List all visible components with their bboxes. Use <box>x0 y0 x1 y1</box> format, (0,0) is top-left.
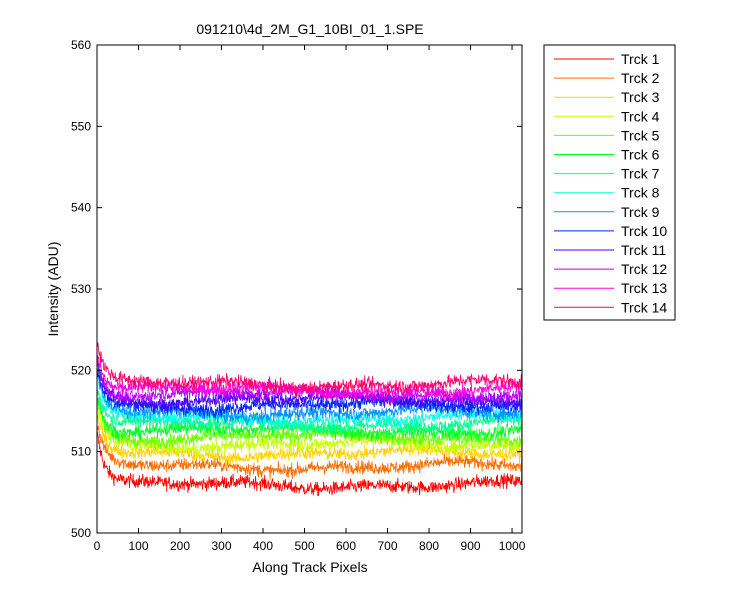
legend-label-trck-14: Trck 14 <box>621 299 667 315</box>
legend-label-trck-9: Trck 9 <box>621 204 660 220</box>
series-line-trck-4 <box>97 407 523 459</box>
series-line-trck-1 <box>97 248 523 497</box>
chart-title: 091210\4d_2M_G1_10BI_01_1.SPE <box>196 21 423 37</box>
legend-label-trck-11: Trck 11 <box>621 242 666 258</box>
x-tick-label: 800 <box>419 539 439 553</box>
x-tick-label: 700 <box>378 539 398 553</box>
y-tick-label: 520 <box>71 363 91 377</box>
legend-label-trck-4: Trck 4 <box>621 108 660 124</box>
legend-label-trck-7: Trck 7 <box>621 166 660 182</box>
y-tick-label: 530 <box>71 282 91 296</box>
x-axis-label: Along Track Pixels <box>252 559 367 575</box>
legend: Trck 1 Trck 2 Trck 3 Trck 4 Trck 5 Trck 6 Trck… <box>543 44 676 321</box>
series-line-trck-8 <box>97 373 523 431</box>
y-tick-label: 510 <box>71 445 91 459</box>
y-axis-label: Intensity (ADU) <box>45 242 61 337</box>
series-line-trck-5 <box>97 398 523 450</box>
x-tick-label: 500 <box>295 539 315 553</box>
legend-label-trck-3: Trck 3 <box>621 89 660 105</box>
x-tick-label: 900 <box>461 539 481 553</box>
x-tick-label: 1000 <box>499 539 526 553</box>
series-line-trck-14 <box>97 342 523 398</box>
y-tick-label: 560 <box>71 38 91 52</box>
legend-label-trck-5: Trck 5 <box>621 127 660 143</box>
axes-group: 0 100 200 300 400 500 600 700 800 900 1000 500 510 52… <box>71 38 526 553</box>
legend-label-trck-10: Trck 10 <box>621 223 667 239</box>
x-tick-label: 200 <box>170 539 190 553</box>
legend-label-trck-13: Trck 13 <box>621 280 667 296</box>
x-tick-label: 400 <box>253 539 273 553</box>
series-line-trck-12 <box>97 358 523 406</box>
legend-label-trck-12: Trck 12 <box>621 261 667 277</box>
legend-label-trck-6: Trck 6 <box>621 147 660 163</box>
y-tick-label: 540 <box>71 201 91 215</box>
legend-label-trck-8: Trck 8 <box>621 185 660 201</box>
series-group <box>97 248 523 497</box>
x-tick-label: 300 <box>211 539 231 553</box>
y-tick-label: 550 <box>71 119 91 133</box>
x-tick-label: 0 <box>94 539 101 553</box>
y-tick-label: 500 <box>71 526 91 540</box>
x-tick-label: 100 <box>128 539 148 553</box>
legend-label-trck-1: Trck 1 <box>621 51 660 67</box>
series-line-trck-2 <box>97 425 523 480</box>
legend-box <box>543 44 676 321</box>
x-tick-label: 600 <box>336 539 356 553</box>
legend-label-trck-2: Trck 2 <box>621 70 660 86</box>
